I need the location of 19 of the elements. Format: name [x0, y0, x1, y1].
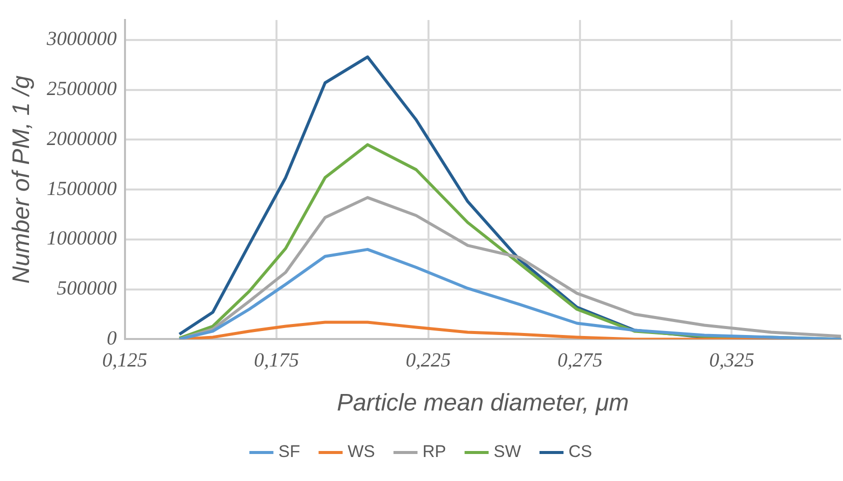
y-tick-label: 3000000	[46, 28, 117, 50]
x-tick-label: 0,125	[102, 349, 148, 372]
y-tick-label: 0	[106, 327, 117, 350]
x-tick-label: 0,175	[254, 349, 300, 372]
y-tick-label: 1000000	[46, 228, 117, 250]
legend-label: WS	[348, 442, 375, 462]
y-axis-title: Number of PM, 1 /g	[8, 74, 36, 284]
legend-label: RP	[422, 442, 446, 462]
x-tick-label: 0,325	[709, 349, 754, 372]
y-tick-label: 2500000	[46, 78, 117, 100]
y-tick-label: 2000000	[46, 128, 117, 150]
legend-label: CS	[568, 442, 592, 462]
x-axis-title: Particle mean diameter, μm	[336, 389, 629, 416]
y-tick-label: 500000	[56, 278, 117, 300]
legend-label: SW	[494, 442, 521, 462]
y-tick-label: 1500000	[46, 178, 117, 200]
x-tick-label: 0,275	[558, 349, 603, 372]
legend-label: SF	[278, 442, 300, 462]
x-tick-label: 0,225	[406, 349, 451, 372]
